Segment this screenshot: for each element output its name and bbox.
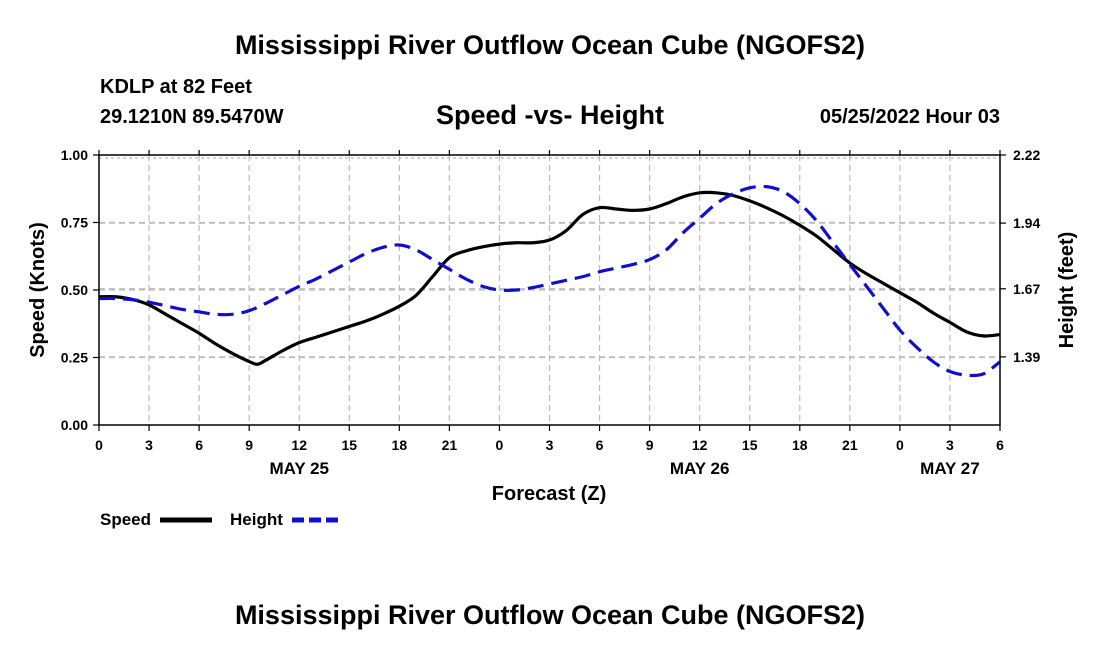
tick-layer: 0 3 6 9 12 15 18 21 0 3 6 9 12 15 18 21 0 3 6 MAY 25 MAY 26 M… [61,147,1041,478]
x-tick-label: 21 [442,437,458,453]
bottom-title: Mississippi River Outflow Ocean Cube (NG… [234,600,866,630]
x-tick-label: 18 [392,437,408,453]
speed-series-line [98,190,1001,366]
x-tick-label: 12 [291,437,307,453]
main-title: Mississippi River Outflow Ocean Cube (NG… [234,30,866,60]
x-tick-label: 15 [742,437,758,453]
x-date-label: MAY 27 [920,459,980,478]
x-tick-label: 6 [195,437,203,453]
y-tick-label: 0.75 [61,215,88,231]
y2-tick-label: 1.39 [1013,349,1040,365]
x-tick-label: 15 [341,437,357,453]
y-tick-label: 0.00 [61,417,88,433]
chart-title: Speed -vs- Height [435,100,665,130]
x-tick-label: 0 [95,437,103,453]
legend-speed-label: Speed [100,510,151,529]
y-tick-label: 0.25 [61,350,88,366]
x-tick-label: 9 [646,437,654,453]
y2-tick-label: 2.22 [1013,147,1040,163]
x-tick-label: 18 [792,437,808,453]
x-date-label: MAY 25 [269,459,329,478]
x-tick-label: 9 [245,437,253,453]
x-tick-label: 3 [546,437,554,453]
y2-axis-title: Height (feet) [1056,232,1078,349]
series-layer [98,184,1001,378]
y-axis-title: Speed (Knots) [27,222,49,358]
grid-layer [99,155,1000,425]
x-tick-label: 3 [946,437,954,453]
x-tick-label: 21 [842,437,858,453]
station-label: KDLP at 82 Feet [100,76,252,98]
y-tick-label: 0.50 [61,282,88,298]
legend: Speed Height [100,510,343,529]
x-tick-label: 6 [596,437,604,453]
y-tick-label: 1.00 [61,147,88,163]
y2-tick-label: 1.94 [1013,215,1040,231]
x-tick-label: 3 [145,437,153,453]
timestamp-label: 05/25/2022 Hour 03 [819,106,1000,128]
x-tick-label: 0 [496,437,504,453]
height-series-line [98,184,1001,378]
x-date-label: MAY 26 [670,459,730,478]
x-tick-label: 6 [996,437,1004,453]
coordinates-label: 29.1210N 89.5470W [100,106,284,128]
x-tick-label: 12 [692,437,708,453]
legend-height-label: Height [230,510,283,529]
x-tick-label: 0 [896,437,904,453]
x-axis-title: Forecast (Z) [492,483,606,505]
y2-tick-label: 1.67 [1013,281,1040,297]
